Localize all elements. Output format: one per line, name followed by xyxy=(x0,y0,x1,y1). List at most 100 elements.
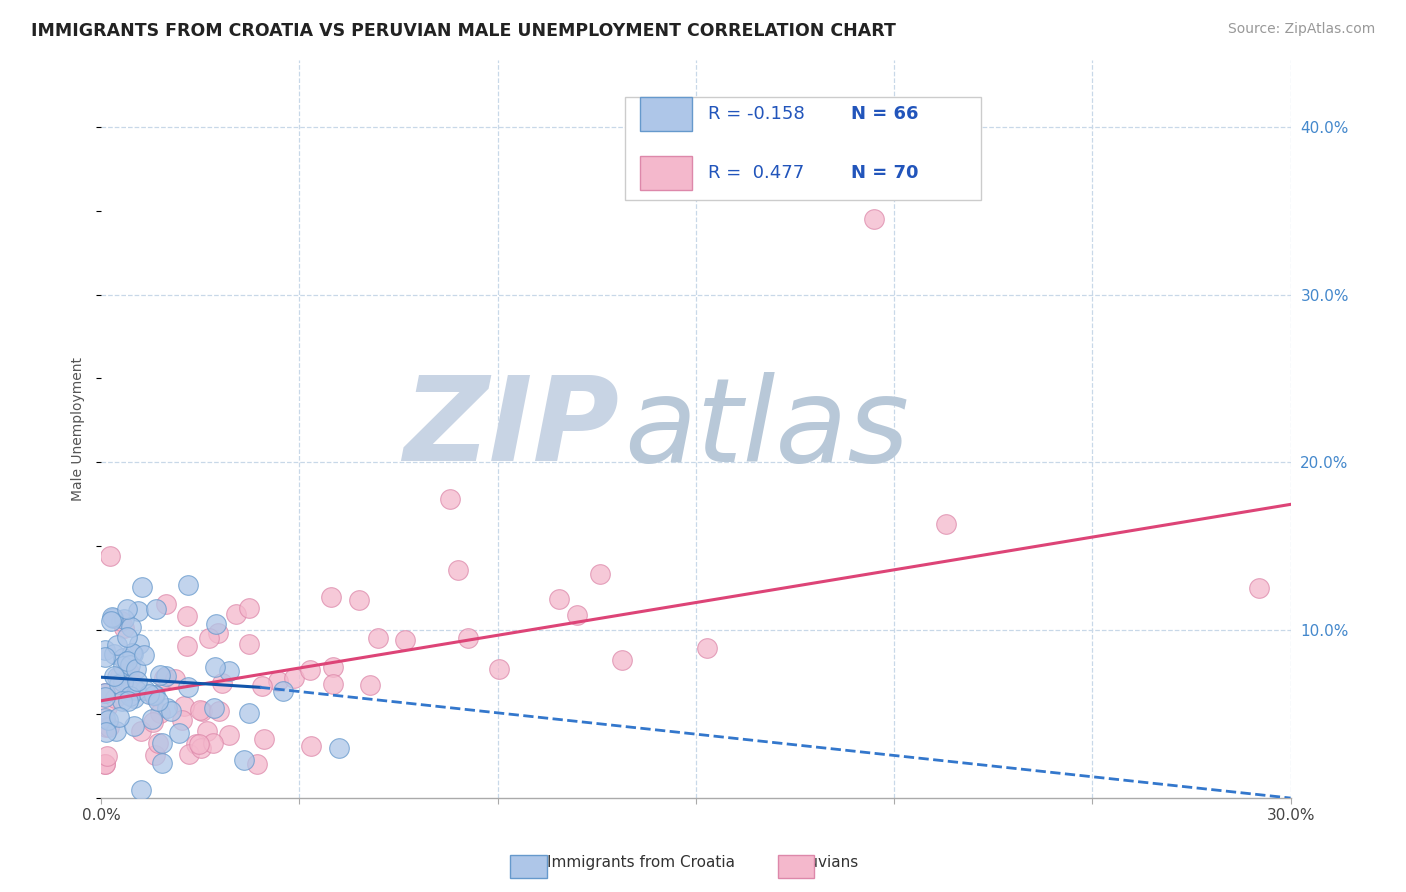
Point xyxy=(115,630,138,644)
Point xyxy=(319,590,342,604)
Point xyxy=(115,654,138,668)
Point xyxy=(112,651,135,665)
Point xyxy=(138,687,160,701)
Point xyxy=(207,626,229,640)
Point xyxy=(204,660,226,674)
Point xyxy=(190,741,212,756)
Point xyxy=(150,756,173,770)
Point xyxy=(567,608,589,623)
Point xyxy=(131,580,153,594)
Point xyxy=(195,723,218,738)
Point xyxy=(125,662,148,676)
Point xyxy=(94,685,117,699)
Point xyxy=(98,720,121,734)
Point xyxy=(146,736,169,750)
Point xyxy=(155,669,177,683)
Point xyxy=(142,715,165,730)
Point xyxy=(863,212,886,227)
Point xyxy=(105,669,128,683)
Point xyxy=(245,757,267,772)
Point xyxy=(143,689,166,703)
Point xyxy=(96,748,118,763)
Point xyxy=(118,689,141,703)
Point xyxy=(101,609,124,624)
Point xyxy=(271,684,294,698)
Point xyxy=(177,578,200,592)
Point xyxy=(94,650,117,665)
Point xyxy=(165,672,187,686)
Point xyxy=(232,753,254,767)
Point xyxy=(114,673,136,687)
Point xyxy=(322,677,344,691)
Point xyxy=(108,676,131,690)
Point xyxy=(176,639,198,653)
Point xyxy=(105,638,128,652)
Point xyxy=(117,694,139,708)
Point xyxy=(117,602,139,616)
Text: atlas: atlas xyxy=(624,372,910,486)
Point xyxy=(283,671,305,685)
Point xyxy=(142,688,165,702)
Point xyxy=(349,593,371,607)
Point xyxy=(202,735,225,749)
Text: Immigrants from Croatia          Peruvians: Immigrants from Croatia Peruvians xyxy=(547,855,859,870)
Point xyxy=(112,611,135,625)
Point xyxy=(218,664,240,678)
Point xyxy=(188,738,211,752)
Point xyxy=(94,711,117,725)
Point xyxy=(120,658,142,673)
Point xyxy=(94,757,117,772)
Point xyxy=(118,683,141,698)
Point xyxy=(149,668,172,682)
Point xyxy=(146,693,169,707)
Point xyxy=(457,631,479,645)
Point xyxy=(188,703,211,717)
Point xyxy=(107,709,129,723)
Point xyxy=(94,690,117,704)
Point xyxy=(299,739,322,753)
Point xyxy=(167,725,190,739)
Point xyxy=(125,673,148,688)
Point xyxy=(156,700,179,714)
Point xyxy=(328,740,350,755)
Point xyxy=(143,688,166,702)
Point xyxy=(238,638,260,652)
Point xyxy=(129,782,152,797)
Point xyxy=(696,640,718,655)
Point xyxy=(238,706,260,720)
Point xyxy=(103,668,125,682)
Point xyxy=(177,747,200,762)
Point xyxy=(548,592,571,607)
Point xyxy=(112,658,135,673)
Point xyxy=(141,712,163,726)
Point xyxy=(225,607,247,622)
Point xyxy=(1247,581,1270,595)
Point xyxy=(149,706,172,720)
Point xyxy=(198,631,221,645)
Point xyxy=(150,736,173,750)
Point xyxy=(110,669,132,683)
Point xyxy=(208,704,231,718)
Point xyxy=(98,549,121,564)
Point xyxy=(299,663,322,677)
Point xyxy=(153,671,176,685)
Point xyxy=(111,694,134,708)
Point xyxy=(94,720,117,734)
Point xyxy=(172,713,194,727)
Point xyxy=(129,723,152,738)
Point xyxy=(267,673,290,688)
Point xyxy=(488,662,510,676)
Point xyxy=(121,675,143,690)
Point xyxy=(127,603,149,617)
Point xyxy=(128,637,150,651)
Point xyxy=(367,632,389,646)
Point xyxy=(176,608,198,623)
Point xyxy=(155,597,177,611)
Point xyxy=(110,614,132,628)
Point xyxy=(132,648,155,663)
Point xyxy=(101,611,124,625)
Point xyxy=(177,680,200,694)
FancyBboxPatch shape xyxy=(640,97,692,131)
Point xyxy=(105,724,128,739)
Point xyxy=(238,600,260,615)
